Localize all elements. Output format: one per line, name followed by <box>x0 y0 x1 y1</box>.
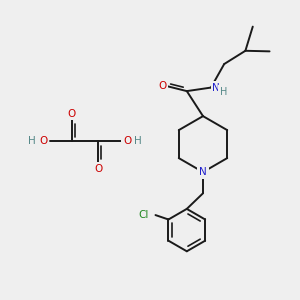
Text: Cl: Cl <box>138 210 149 220</box>
Text: O: O <box>123 136 131 146</box>
Text: O: O <box>68 109 76 119</box>
Text: H: H <box>220 87 227 97</box>
Text: O: O <box>158 81 166 91</box>
Text: O: O <box>39 136 47 146</box>
Text: N: N <box>199 167 207 177</box>
Text: N: N <box>212 82 220 93</box>
Text: H: H <box>134 136 142 146</box>
Text: O: O <box>94 164 103 173</box>
Text: H: H <box>28 136 36 146</box>
